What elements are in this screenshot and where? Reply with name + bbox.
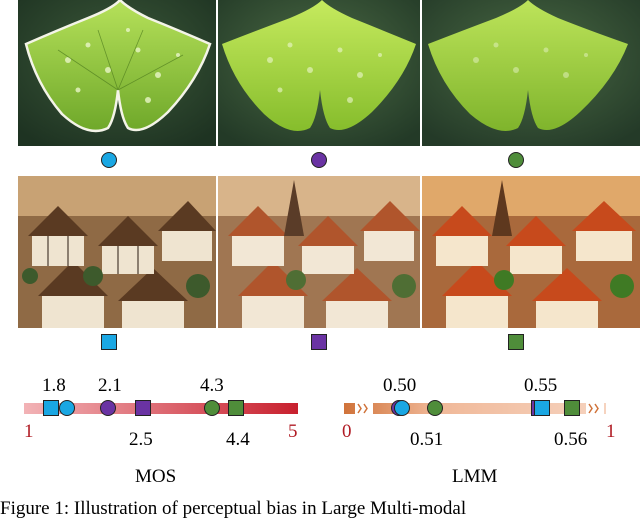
blue-square-marker — [101, 334, 117, 350]
village-image-middle — [218, 176, 420, 328]
blue-circle-marker — [101, 152, 117, 168]
village-image-left — [18, 176, 216, 328]
lmm-max-label: 1 — [606, 421, 616, 442]
leaf-image-left — [18, 0, 216, 146]
mos-blue-circle-point — [59, 400, 75, 416]
lmm-value-label: 0.55 — [524, 375, 558, 396]
mos-purple-square-point — [135, 400, 151, 416]
lmm-break-right-icon — [586, 403, 604, 414]
mos-green-square-point — [228, 400, 244, 416]
mos-value-label: 4.3 — [200, 375, 224, 396]
lmm-min-label: 0 — [342, 421, 352, 442]
mos-value-label: 4.4 — [226, 429, 250, 450]
lmm-green-circle-point — [427, 400, 443, 416]
mos-title: MOS — [135, 466, 177, 487]
lmm-value-label: 0.51 — [410, 429, 444, 450]
mos-value-label: 1.8 — [42, 375, 66, 396]
lmm-title: LMM — [452, 466, 498, 487]
lmm-break-left-icon — [355, 403, 373, 414]
lmm-green-square-point — [564, 400, 580, 416]
lmm-bar — [344, 403, 606, 414]
mos-green-circle-point — [204, 400, 220, 416]
mos-bar — [24, 403, 298, 414]
purple-circle-marker — [311, 152, 327, 168]
purple-square-marker — [311, 334, 327, 350]
village-image-right — [422, 176, 640, 328]
lmm-blue-square-point — [534, 400, 550, 416]
leaf-image-middle — [218, 0, 420, 146]
lmm-blue-circle-point — [394, 400, 410, 416]
mos-purple-circle-point — [100, 400, 116, 416]
mos-max-label: 5 — [288, 421, 298, 442]
mos-value-label: 2.5 — [129, 429, 153, 450]
mos-min-label: 1 — [24, 421, 34, 442]
green-square-marker — [508, 334, 524, 350]
lmm-value-label: 0.56 — [554, 429, 588, 450]
green-circle-marker — [508, 152, 524, 168]
lmm-value-label: 0.50 — [383, 375, 417, 396]
figure-caption: Figure 1: Illustration of perceptual bia… — [0, 498, 467, 519]
leaf-image-right — [422, 0, 640, 146]
mos-blue-square-point — [43, 400, 59, 416]
mos-value-label: 2.1 — [98, 375, 122, 396]
